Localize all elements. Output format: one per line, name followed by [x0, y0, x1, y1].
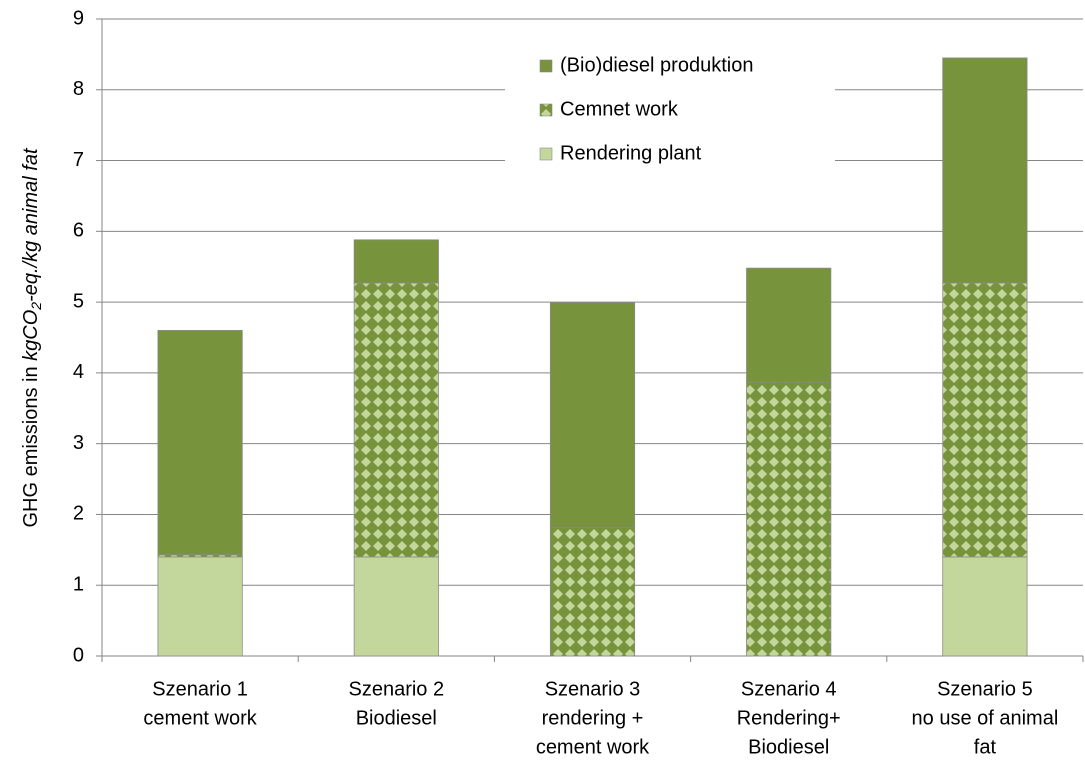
bar-segment — [746, 267, 832, 383]
y-tick-label: 7 — [73, 149, 84, 171]
legend-swatch — [539, 103, 553, 117]
x-tick-label: Rendering+ — [737, 707, 841, 729]
bar-segment — [942, 282, 1028, 558]
x-tick-label: Szenario 5 — [937, 678, 1033, 700]
y-tick-label: 2 — [73, 503, 84, 525]
bar-segment — [157, 556, 243, 657]
y-tick-label: 5 — [73, 290, 84, 312]
legend-swatch — [539, 59, 553, 73]
legend-label: Cemnet work — [560, 98, 679, 120]
bar-segment — [353, 282, 439, 558]
x-tick-label: Biodiesel — [356, 707, 437, 729]
bar-segment — [942, 57, 1028, 284]
x-tick-label: cement work — [143, 707, 257, 729]
y-tick-label: 0 — [73, 644, 84, 666]
legend-label: Rendering plant — [560, 142, 702, 164]
y-tick-label: 6 — [73, 220, 84, 242]
legend-label: (Bio)diesel produktion — [560, 54, 753, 76]
bar-segment — [549, 302, 636, 528]
x-tick-label: fat — [974, 736, 997, 758]
legend-box — [505, 40, 835, 180]
x-tick-label: cement work — [536, 736, 650, 758]
bar-segment — [746, 381, 832, 657]
bar-segment — [353, 556, 439, 657]
bar-segment — [549, 526, 636, 657]
x-tick-label: Szenario 4 — [741, 678, 837, 700]
x-tick-label: no use of animal — [912, 707, 1059, 729]
y-tick-label: 1 — [73, 574, 84, 596]
x-tick-label: Szenario 3 — [545, 678, 641, 700]
y-tick-label: 9 — [73, 7, 84, 29]
bar-segment — [157, 330, 243, 556]
bar-segment — [942, 556, 1028, 657]
x-tick-label: rendering + — [542, 707, 644, 729]
legend-swatch — [539, 147, 553, 161]
y-tick-label: 8 — [73, 78, 84, 100]
y-axis-label: GHG emissions in kgCO2-eq./kg animal fat — [20, 147, 43, 527]
bar-segment — [353, 239, 439, 284]
y-tick-label: 4 — [73, 361, 84, 383]
x-tick-label: Szenario 2 — [348, 678, 444, 700]
x-tick-label: Biodiesel — [748, 736, 829, 758]
y-tick-label: 3 — [73, 432, 84, 454]
x-tick-label: Szenario 1 — [152, 678, 248, 700]
